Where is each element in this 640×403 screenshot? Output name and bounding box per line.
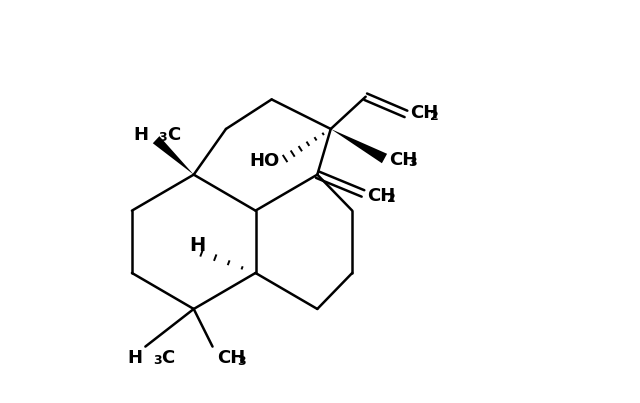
Polygon shape bbox=[153, 136, 194, 174]
Text: CH: CH bbox=[367, 187, 396, 205]
Text: H: H bbox=[128, 349, 143, 368]
Text: 2: 2 bbox=[387, 192, 396, 205]
Text: 3: 3 bbox=[237, 355, 245, 368]
Text: HO: HO bbox=[250, 152, 280, 170]
Text: C: C bbox=[167, 127, 180, 144]
Text: H: H bbox=[189, 236, 205, 255]
Text: CH: CH bbox=[410, 104, 438, 122]
Text: CH: CH bbox=[388, 151, 417, 168]
Polygon shape bbox=[331, 129, 387, 163]
Text: 2: 2 bbox=[430, 110, 439, 123]
Text: CH: CH bbox=[217, 349, 245, 368]
Text: 3: 3 bbox=[409, 156, 417, 169]
Text: 3: 3 bbox=[153, 354, 161, 367]
Text: 3: 3 bbox=[158, 131, 167, 144]
Text: C: C bbox=[161, 349, 175, 368]
Text: H: H bbox=[133, 127, 148, 144]
